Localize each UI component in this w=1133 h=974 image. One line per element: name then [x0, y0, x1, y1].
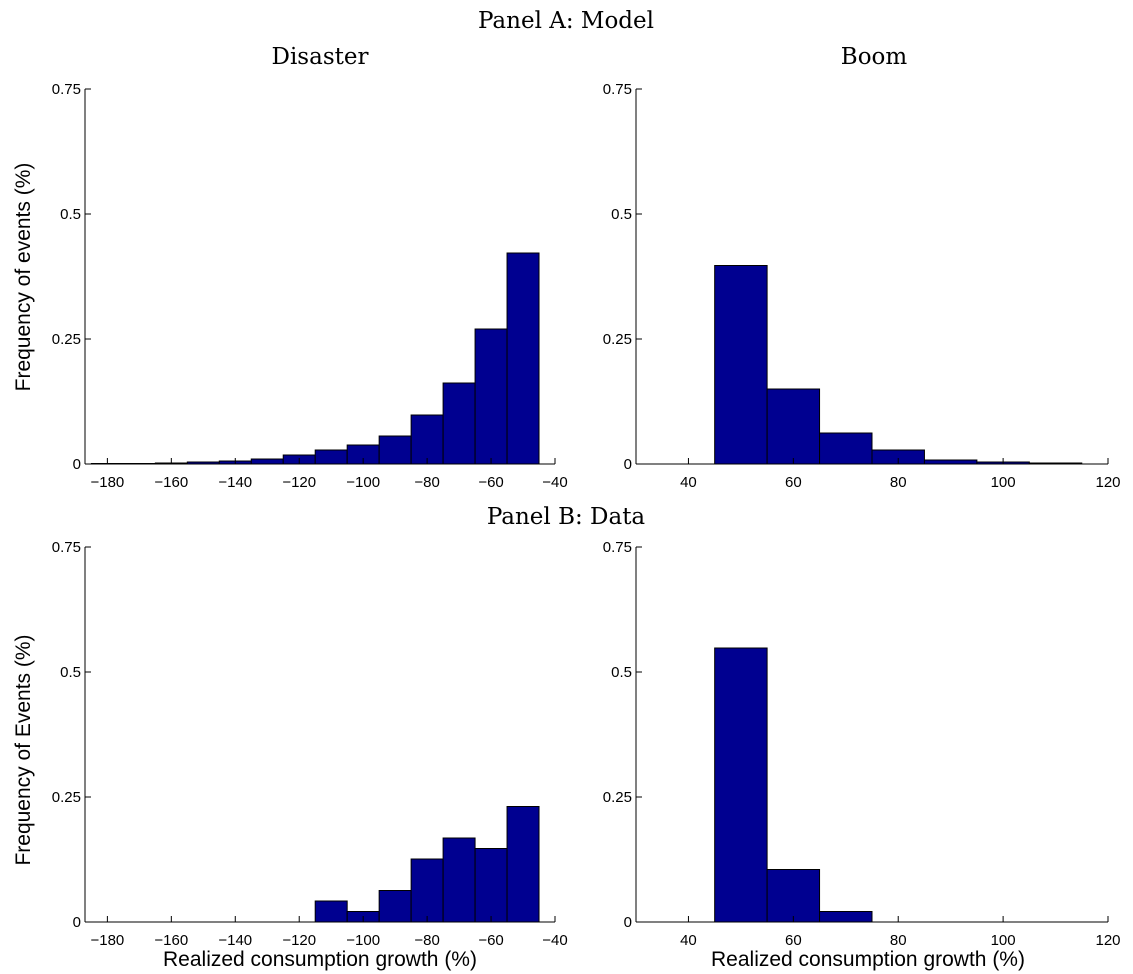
model-disaster-bar-9	[379, 436, 411, 464]
data-boom-y-tick-label-1: 0.25	[603, 789, 632, 806]
model-disaster-bar-5	[251, 459, 283, 464]
model-boom-x-tick-label-0: 40	[680, 474, 697, 491]
model-boom-bar-2	[820, 433, 872, 464]
model-boom-bar-1	[767, 389, 819, 464]
model-boom-chart: Boom 0 0.25 0.5 0.75 40 60 80 100 120	[603, 44, 1121, 491]
data-boom-chart: Realized consumption growth (%) 0 0.25 0.5…	[603, 539, 1121, 971]
model-boom-y-tick-label-0: 0	[624, 456, 632, 473]
model-disaster-y-tick-label-0: 0	[73, 456, 81, 473]
data-y-axis-label: Frequency of Events (%)	[12, 634, 35, 865]
model-disaster-x-tick-label-6: −60	[478, 474, 503, 491]
model-disaster-bar-12	[475, 329, 507, 464]
data-disaster-y-tick-label-0: 0	[73, 914, 81, 931]
model-boom-x-tick-label-1: 60	[785, 474, 802, 491]
model-boom-y-tick-label-1: 0.25	[603, 331, 632, 348]
model-disaster-x-tick-label-3: −120	[282, 474, 316, 491]
model-disaster-bar-11	[443, 383, 475, 464]
data-boom-y-tick-label-2: 0.5	[611, 664, 632, 681]
data-boom-x-tick-label-2: 80	[890, 932, 907, 949]
model-boom-y-tick-label-2: 0.5	[611, 206, 632, 223]
model-boom-bar-0	[715, 266, 767, 465]
model-disaster-y-tick-label-1: 0.25	[52, 331, 81, 348]
data-disaster-x-tick-label-1: −160	[154, 932, 188, 949]
model-disaster-x-tick-label-0: −180	[90, 474, 124, 491]
model-disaster-x-tick-label-5: −80	[414, 474, 439, 491]
model-disaster-y-tick-label-2: 0.5	[60, 206, 81, 223]
data-boom-bar-0	[715, 648, 767, 922]
data-disaster-x-axis-label: Realized consumption growth (%)	[163, 948, 477, 971]
model-boom-x-tick-label-3: 100	[991, 474, 1016, 491]
model-boom-x-tick-label-2: 80	[890, 474, 907, 491]
model-boom-x-tick-label-4: 120	[1095, 474, 1120, 491]
data-boom-bar-1	[767, 870, 819, 923]
model-boom-title: Boom	[841, 44, 908, 70]
model-disaster-x-tick-label-1: −160	[154, 474, 188, 491]
data-disaster-bar-4	[443, 838, 475, 922]
model-disaster-bar-13	[507, 253, 539, 464]
data-boom-x-tick-label-4: 120	[1095, 932, 1120, 949]
model-disaster-x-tick-label-2: −140	[218, 474, 252, 491]
data-boom-x-tick-label-3: 100	[991, 932, 1016, 949]
data-disaster-bar-5	[475, 849, 507, 923]
model-disaster-x-tick-label-4: −100	[346, 474, 380, 491]
data-disaster-x-tick-label-3: −120	[282, 932, 316, 949]
data-boom-bar-2	[820, 912, 872, 923]
data-disaster-x-tick-label-0: −180	[90, 932, 124, 949]
model-disaster-chart: Disaster Frequency of events (%) 0 0.25 0.…	[12, 44, 568, 491]
model-disaster-x-tick-label-7: −40	[542, 474, 567, 491]
data-disaster-x-tick-label-6: −60	[478, 932, 503, 949]
data-disaster-bar-2	[379, 891, 411, 923]
model-disaster-bar-10	[411, 415, 443, 464]
data-disaster-x-tick-label-5: −80	[414, 932, 439, 949]
data-disaster-x-tick-label-7: −40	[542, 932, 567, 949]
data-disaster-y-tick-label-1: 0.25	[52, 789, 81, 806]
data-disaster-y-tick-label-2: 0.5	[60, 664, 81, 681]
data-disaster-bar-3	[411, 859, 443, 922]
panel-a-title: Panel A: Model	[478, 8, 654, 34]
data-disaster-x-tick-label-4: −100	[346, 932, 380, 949]
data-boom-x-tick-label-0: 40	[680, 932, 697, 949]
panel-b-title: Panel B: Data	[487, 504, 646, 530]
model-y-axis-label: Frequency of events (%)	[12, 163, 35, 392]
data-boom-x-tick-label-1: 60	[785, 932, 802, 949]
model-disaster-title: Disaster	[272, 44, 369, 70]
model-disaster-y-tick-label-3: 0.75	[52, 81, 81, 98]
data-boom-y-tick-label-0: 0	[624, 914, 632, 931]
data-boom-x-axis-label: Realized consumption growth (%)	[711, 948, 1025, 971]
model-boom-y-tick-label-3: 0.75	[603, 81, 632, 98]
data-disaster-x-tick-label-2: −140	[218, 932, 252, 949]
model-disaster-bar-7	[315, 450, 347, 464]
data-disaster-bar-6	[507, 807, 539, 923]
data-disaster-y-tick-label-3: 0.75	[52, 539, 81, 556]
model-boom-bar-4	[924, 460, 976, 464]
data-disaster-bar-0	[315, 901, 347, 922]
data-disaster-chart: Frequency of Events (%) Realized consump…	[12, 539, 568, 971]
data-boom-y-tick-label-3: 0.75	[603, 539, 632, 556]
